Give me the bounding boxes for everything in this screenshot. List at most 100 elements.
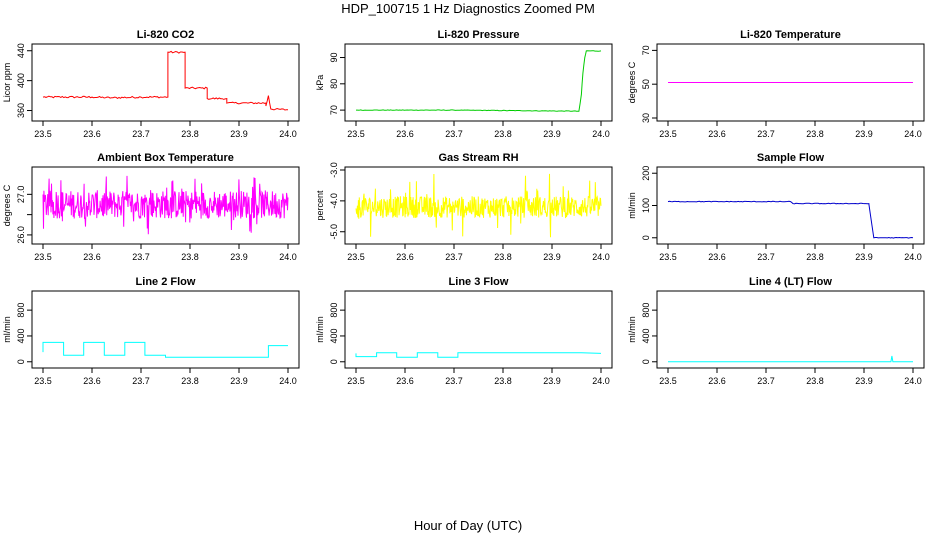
x-tick-label: 23.7 bbox=[132, 129, 150, 139]
plot-frame bbox=[31, 290, 300, 369]
plot-frame bbox=[31, 43, 300, 122]
y-tick-label: 400 bbox=[329, 328, 339, 343]
x-tick-label: 24.0 bbox=[592, 129, 610, 139]
x-tick-label: 24.0 bbox=[904, 376, 922, 386]
x-tick-label: 24.0 bbox=[904, 129, 922, 139]
panel-title: Line 3 Flow bbox=[449, 276, 509, 288]
series-line bbox=[667, 200, 914, 239]
x-tick-label: 23.9 bbox=[855, 376, 873, 386]
x-tick-label: 24.0 bbox=[279, 252, 297, 262]
y-tick-label: 26.0 bbox=[16, 226, 26, 244]
x-tick-label: 23.7 bbox=[445, 129, 463, 139]
y-tick-label: 0 bbox=[329, 359, 339, 364]
x-tick-label: 23.6 bbox=[83, 376, 101, 386]
series-line bbox=[355, 173, 602, 238]
panel-title: Sample Flow bbox=[757, 152, 825, 164]
panel-3: Li-820 Temperature degrees C 23.5 23.6 23.7 2… bbox=[627, 29, 925, 139]
x-tick-label: 23.6 bbox=[396, 129, 414, 139]
y-tick-label: 50 bbox=[641, 79, 651, 89]
x-tick-label: 23.6 bbox=[708, 252, 726, 262]
y-tick-label: 80 bbox=[329, 79, 339, 89]
panel-4: Ambient Box Temperature degrees C 23.5 23.6… bbox=[2, 152, 300, 262]
figure-title: HDP_100715 1 Hz Diagnostics Zoomed PM bbox=[341, 1, 595, 16]
panel-8: Line 3 Flow ml/min 23.5 23.6 23.7 23.8 23.9 24.… bbox=[315, 276, 613, 386]
panel-title: Line 4 (LT) Flow bbox=[749, 276, 832, 288]
y-tick-label: 90 bbox=[329, 53, 339, 63]
y-tick-label: 360 bbox=[16, 103, 26, 118]
y-tick-label: 800 bbox=[16, 303, 26, 318]
y-tick-label: 30 bbox=[641, 113, 651, 123]
x-tick-label: 23.5 bbox=[659, 376, 677, 386]
x-tick-label: 23.8 bbox=[806, 252, 824, 262]
x-tick-label: 23.7 bbox=[445, 252, 463, 262]
plot-frame bbox=[31, 166, 300, 245]
x-tick-label: 23.6 bbox=[396, 376, 414, 386]
x-tick-label: 23.7 bbox=[132, 376, 150, 386]
series-line bbox=[355, 352, 602, 358]
x-tick-label: 23.9 bbox=[230, 376, 248, 386]
panel-6: Sample Flow ml/min 23.5 23.6 23.7 23.8 23.9 24.… bbox=[627, 152, 925, 262]
x-tick-label: 23.9 bbox=[230, 129, 248, 139]
x-tick-label: 23.7 bbox=[757, 252, 775, 262]
x-tick-label: 23.7 bbox=[445, 376, 463, 386]
x-tick-label: 23.8 bbox=[494, 252, 512, 262]
plot-frame bbox=[656, 166, 925, 245]
x-tick-label: 23.7 bbox=[757, 129, 775, 139]
y-tick-label: -3.0 bbox=[329, 162, 339, 178]
panel-title: Li-820 Pressure bbox=[438, 29, 520, 41]
x-tick-label: 23.5 bbox=[347, 376, 365, 386]
x-tick-label: 23.5 bbox=[34, 252, 52, 262]
y-tick-label: -4.0 bbox=[329, 193, 339, 209]
y-axis-label: ml/min bbox=[627, 192, 637, 219]
y-axis-label: degrees C bbox=[2, 184, 12, 226]
series-line bbox=[42, 50, 288, 111]
x-tick-label: 23.6 bbox=[708, 376, 726, 386]
panel-9: Line 4 (LT) Flow ml/min 23.5 23.6 23.7 23.8 23… bbox=[627, 276, 925, 386]
panel-title: Line 2 Flow bbox=[136, 276, 196, 288]
series-line bbox=[356, 50, 602, 112]
x-tick-label: 23.9 bbox=[230, 252, 248, 262]
x-tick-label: 23.5 bbox=[659, 129, 677, 139]
x-tick-label: 23.8 bbox=[806, 376, 824, 386]
y-axis-label: degrees C bbox=[627, 61, 637, 103]
plot-frame bbox=[656, 43, 925, 122]
y-tick-label: 70 bbox=[329, 105, 339, 115]
y-axis-label: ml/min bbox=[2, 316, 12, 343]
series-line bbox=[42, 175, 289, 235]
x-tick-label: 23.6 bbox=[83, 252, 101, 262]
x-tick-label: 23.6 bbox=[83, 129, 101, 139]
y-tick-label: 400 bbox=[16, 73, 26, 88]
panel-title: Gas Stream RH bbox=[438, 152, 518, 164]
y-tick-label: 440 bbox=[16, 43, 26, 58]
x-tick-label: 23.5 bbox=[34, 376, 52, 386]
x-tick-label: 23.5 bbox=[347, 252, 365, 262]
y-tick-label: 400 bbox=[16, 328, 26, 343]
y-axis-label: Licor ppm bbox=[2, 63, 12, 103]
x-tick-label: 23.9 bbox=[543, 129, 561, 139]
panel-title: Ambient Box Temperature bbox=[97, 152, 234, 164]
x-tick-label: 24.0 bbox=[592, 376, 610, 386]
x-tick-label: 23.6 bbox=[708, 129, 726, 139]
panel-7: Line 2 Flow ml/min 23.5 23.6 23.7 23.8 23.9 24.… bbox=[2, 276, 300, 386]
y-tick-label: 200 bbox=[641, 166, 651, 181]
y-tick-label: 0 bbox=[641, 235, 651, 240]
x-axis-label: Hour of Day (UTC) bbox=[413, 518, 523, 533]
plot-frame bbox=[344, 166, 613, 245]
x-tick-label: 23.7 bbox=[757, 376, 775, 386]
x-tick-label: 23.9 bbox=[543, 376, 561, 386]
x-tick-label: 23.7 bbox=[132, 252, 150, 262]
x-tick-label: 23.5 bbox=[659, 252, 677, 262]
plot-frame bbox=[656, 290, 925, 369]
plot-frame bbox=[344, 290, 613, 369]
y-axis-label: kPa bbox=[315, 75, 325, 91]
y-tick-label: 800 bbox=[329, 303, 339, 318]
x-tick-label: 23.9 bbox=[543, 252, 561, 262]
x-tick-label: 24.0 bbox=[279, 376, 297, 386]
x-tick-label: 23.8 bbox=[181, 376, 199, 386]
x-tick-label: 23.5 bbox=[34, 129, 52, 139]
panel-5: Gas Stream RH percent 23.5 23.6 23.7 23.8 23.9… bbox=[315, 152, 613, 262]
x-tick-label: 23.9 bbox=[855, 252, 873, 262]
panel-title: Li-820 Temperature bbox=[740, 29, 841, 41]
